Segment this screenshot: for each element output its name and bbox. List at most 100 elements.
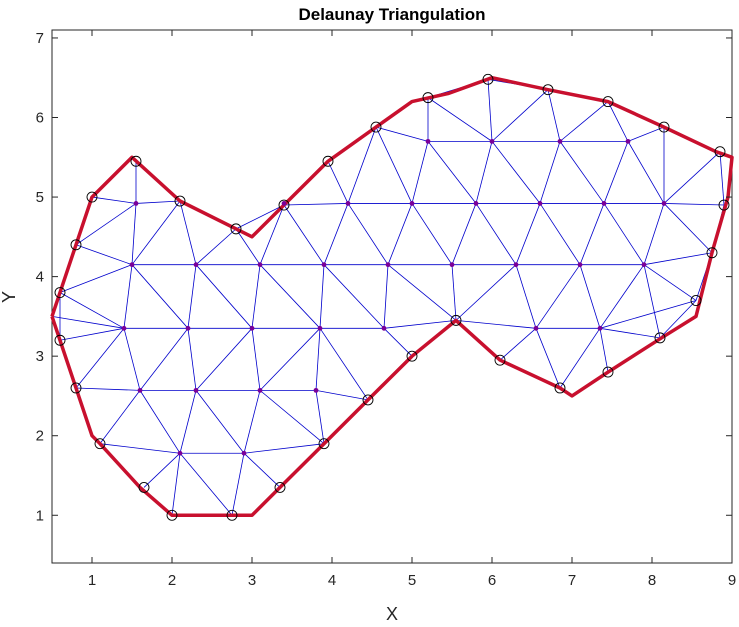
edge-102 bbox=[535, 328, 561, 389]
edge-96 bbox=[599, 264, 645, 329]
interior-point-21 bbox=[121, 325, 127, 331]
x-tick-label-1: 1 bbox=[88, 572, 96, 589]
boundary-point-23 bbox=[406, 350, 418, 362]
edge-28 bbox=[283, 204, 325, 265]
edge-31 bbox=[387, 203, 413, 265]
interior-point-5 bbox=[385, 262, 391, 268]
boundary-point-22 bbox=[450, 314, 462, 326]
edge-139 bbox=[235, 204, 285, 230]
edge-142 bbox=[659, 300, 697, 339]
edge-10 bbox=[235, 228, 261, 265]
edge-62 bbox=[491, 89, 549, 142]
edge-72 bbox=[59, 327, 125, 341]
edge-59 bbox=[487, 79, 493, 142]
boundary-points bbox=[54, 73, 730, 521]
edge-52 bbox=[475, 141, 493, 204]
edge-132 bbox=[179, 452, 233, 516]
edge-111 bbox=[187, 328, 197, 391]
interior-point-6 bbox=[449, 262, 455, 268]
boundary-point-25 bbox=[318, 438, 330, 450]
interior-point-10 bbox=[281, 201, 287, 206]
interior-point-24 bbox=[317, 325, 323, 331]
edge-103 bbox=[499, 328, 537, 361]
edge-9 bbox=[195, 228, 237, 265]
edge-133 bbox=[231, 453, 245, 516]
y-tick-label-4: 4 bbox=[36, 269, 44, 286]
boundary-point-2 bbox=[86, 191, 98, 203]
boundary-point-32 bbox=[54, 334, 66, 346]
x-tick-label-3: 3 bbox=[248, 572, 256, 589]
boundary-point-4 bbox=[174, 195, 186, 207]
y-tick-label-7: 7 bbox=[36, 30, 44, 47]
edge-126 bbox=[195, 390, 245, 454]
edge-41 bbox=[327, 161, 349, 204]
edge-95 bbox=[579, 264, 601, 329]
x-tick-label-2: 2 bbox=[168, 572, 176, 589]
edge-119 bbox=[315, 389, 369, 401]
boundary-point-31 bbox=[70, 382, 82, 394]
edge-81 bbox=[599, 300, 697, 329]
edge-45 bbox=[375, 126, 429, 142]
interior-point-2 bbox=[193, 262, 199, 268]
edge-106 bbox=[319, 328, 369, 401]
edge-1 bbox=[75, 244, 133, 266]
edge-64 bbox=[559, 101, 609, 142]
boundary-point-28 bbox=[166, 509, 178, 521]
interior-point-28 bbox=[137, 387, 143, 393]
edge-21 bbox=[283, 203, 349, 206]
edge-79 bbox=[455, 319, 537, 329]
edge-114 bbox=[259, 328, 321, 391]
x-axis-ticks: 1 2 3 4 5 6 7 8 9 bbox=[88, 30, 736, 589]
edge-71 bbox=[51, 315, 125, 329]
boundary-point-0 bbox=[54, 287, 66, 298]
edge-78 bbox=[383, 319, 457, 329]
edge-99 bbox=[599, 327, 661, 339]
edge-127 bbox=[243, 390, 261, 454]
edge-5 bbox=[131, 203, 137, 265]
edge-60 bbox=[427, 97, 493, 142]
boundary-point-5 bbox=[230, 223, 242, 235]
boundary-point-3 bbox=[130, 155, 142, 167]
edge-33 bbox=[451, 203, 477, 265]
y-tick-label-6: 6 bbox=[36, 110, 44, 127]
edge-97 bbox=[643, 264, 697, 301]
edge-88 bbox=[323, 264, 385, 329]
interior-point-11 bbox=[345, 201, 351, 206]
interior-point-20 bbox=[625, 138, 631, 144]
boundary-point-8 bbox=[370, 121, 382, 133]
edge-122 bbox=[99, 390, 141, 444]
edge-46 bbox=[411, 141, 429, 204]
interior-point-30 bbox=[257, 387, 263, 393]
edge-83 bbox=[187, 264, 197, 329]
y-axis-ticks: 1 2 3 4 5 6 7 bbox=[36, 30, 732, 524]
boundary-point-9 bbox=[422, 92, 434, 104]
boundary-point-11 bbox=[542, 84, 554, 96]
edge-36 bbox=[539, 203, 581, 265]
boundary-point-30 bbox=[94, 438, 106, 450]
boundary-point-18 bbox=[654, 332, 666, 344]
edge-130 bbox=[143, 452, 181, 488]
interior-point-17 bbox=[425, 138, 431, 144]
boundary-point-14 bbox=[714, 146, 726, 158]
boundary-point-6 bbox=[278, 199, 290, 211]
interior-point-29 bbox=[193, 387, 199, 393]
edge-27 bbox=[663, 203, 725, 206]
edge-29 bbox=[323, 203, 349, 265]
edge-57 bbox=[627, 141, 665, 204]
y-tick-label-5: 5 bbox=[36, 189, 44, 206]
interior-point-8 bbox=[577, 262, 583, 268]
boundary-point-17 bbox=[690, 295, 702, 306]
interior-point-22 bbox=[185, 325, 191, 331]
boundary-point-16 bbox=[706, 247, 718, 259]
edge-0 bbox=[59, 264, 133, 293]
interior-point-12 bbox=[409, 201, 415, 206]
x-tick-label-5: 5 bbox=[408, 572, 416, 589]
axes-box bbox=[51, 29, 733, 564]
x-tick-label-8: 8 bbox=[648, 572, 656, 589]
edge-70 bbox=[59, 292, 125, 329]
edge-39 bbox=[643, 203, 665, 265]
edge-98 bbox=[643, 264, 661, 338]
edge-125 bbox=[179, 390, 197, 454]
interior-point-25 bbox=[381, 325, 387, 331]
interior-point-0 bbox=[133, 201, 139, 206]
